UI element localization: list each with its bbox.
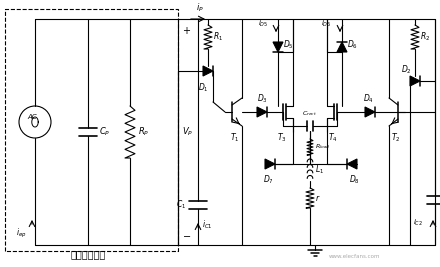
Text: 等效压电陶瓷: 等效压电陶瓷	[70, 249, 106, 259]
Text: $T_3$: $T_3$	[277, 132, 287, 144]
Text: $+$: $+$	[182, 26, 191, 37]
Text: $i_{C1}$: $i_{C1}$	[202, 219, 213, 231]
Polygon shape	[410, 76, 420, 86]
Text: $D_7$: $D_7$	[263, 173, 273, 186]
Text: $i_{ep}$: $i_{ep}$	[16, 226, 26, 239]
Text: $T_1$: $T_1$	[230, 132, 240, 144]
Text: $C_1$: $C_1$	[176, 199, 186, 211]
Polygon shape	[203, 66, 213, 76]
Polygon shape	[265, 159, 275, 169]
Polygon shape	[273, 42, 283, 52]
Text: www.elecfans.com: www.elecfans.com	[329, 254, 381, 259]
Text: $R_{load}$: $R_{load}$	[315, 143, 331, 151]
Polygon shape	[337, 42, 347, 52]
Text: $r$: $r$	[315, 193, 320, 203]
Text: $D_2$: $D_2$	[401, 64, 412, 76]
Text: $D_3$: $D_3$	[257, 92, 268, 105]
Polygon shape	[365, 107, 375, 117]
Text: $T_4$: $T_4$	[328, 132, 338, 144]
Text: $D_4$: $D_4$	[363, 92, 374, 105]
Text: $L_1$: $L_1$	[315, 164, 324, 176]
Text: $V_P$: $V_P$	[182, 126, 193, 138]
Text: AC: AC	[27, 114, 37, 120]
Text: $C_{rect}$: $C_{rect}$	[302, 109, 318, 118]
Text: $i_{C2}$: $i_{C2}$	[413, 218, 423, 228]
Text: $R_1$: $R_1$	[213, 31, 223, 43]
Text: $i_{D6}$: $i_{D6}$	[322, 19, 332, 29]
Text: $D_6$: $D_6$	[347, 39, 358, 51]
Text: $D_5$: $D_5$	[283, 39, 294, 51]
Text: $R_P$: $R_P$	[138, 126, 149, 138]
Text: $i_P$: $i_P$	[196, 2, 204, 14]
Polygon shape	[347, 159, 357, 169]
Text: $D_1$: $D_1$	[198, 81, 209, 93]
Text: $T_2$: $T_2$	[391, 132, 401, 144]
Text: $R_2$: $R_2$	[420, 31, 430, 43]
Text: $i_{D5}$: $i_{D5}$	[257, 19, 268, 29]
Text: $C_P$: $C_P$	[99, 126, 110, 138]
Text: $-$: $-$	[182, 230, 191, 240]
Polygon shape	[257, 107, 267, 117]
Text: $D_8$: $D_8$	[348, 173, 359, 186]
